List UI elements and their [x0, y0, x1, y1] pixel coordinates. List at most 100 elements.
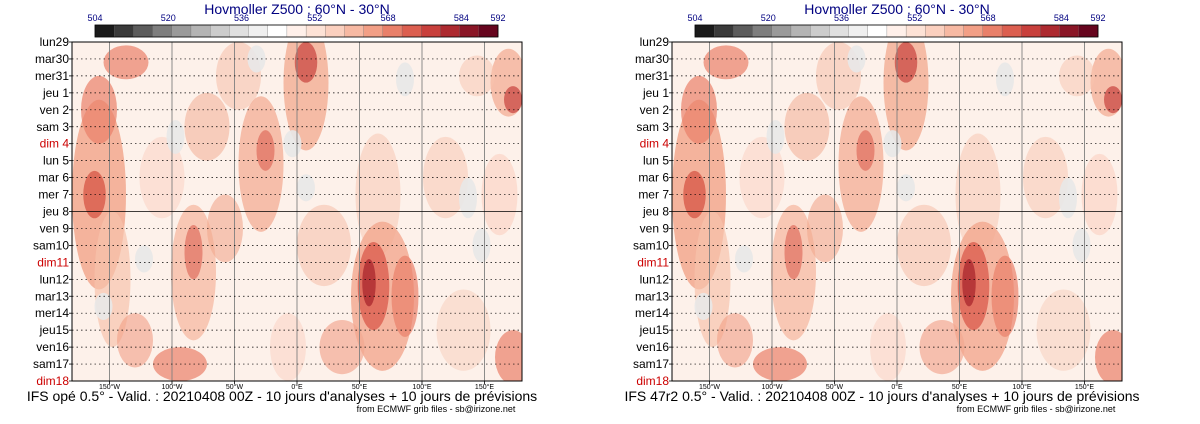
colorbar-label: 504 [687, 13, 702, 23]
y-tick-label: lun29 [640, 35, 670, 49]
colorbar-swatch [1059, 24, 1080, 38]
y-tick-label: jeu15 [39, 323, 70, 337]
colorbar-label: 552 [907, 13, 922, 23]
y-tick-label: mar30 [35, 52, 69, 66]
y-tick-label: jeu 1 [42, 86, 69, 100]
colorbar-swatch [305, 24, 326, 38]
z500-anomaly-contour [1095, 330, 1122, 381]
colorbar-swatch [114, 24, 134, 38]
chart-title: Hovmoller Z500 : 60°N - 30°N [804, 1, 990, 17]
colorbar-swatch [733, 24, 754, 38]
colorbar-swatch [944, 24, 965, 38]
plot-frame [71, 41, 523, 382]
y-tick-label: mer14 [35, 306, 69, 320]
colorbar-swatch [229, 24, 249, 38]
y-tick-label: ven 2 [40, 103, 70, 117]
colorbar-label: 520 [161, 13, 176, 23]
y-tick-label: ven 2 [640, 103, 670, 117]
chart-title: Hovmoller Z500 : 60°N - 30°N [204, 1, 390, 17]
z500-low-contour [459, 177, 477, 219]
z500-anomaly-contour [256, 130, 275, 171]
z500-low-contour [735, 245, 753, 273]
z500-anomaly-contour [784, 225, 803, 280]
colorbar-swatch [363, 24, 384, 38]
y-tick-label: mar 6 [38, 171, 69, 185]
model-caption: IFS 47r2 0.5° - Valid. : 20210408 00Z - … [624, 388, 1139, 404]
y-tick-label-weekend: dim11 [37, 255, 69, 269]
z500-anomaly-contour [703, 45, 749, 80]
colorbar-swatch [1040, 24, 1061, 38]
colorbar-label: 592 [490, 13, 505, 23]
colorbar-swatch [714, 24, 734, 38]
colorbar-swatch [209, 24, 230, 38]
z500-anomaly-contour [117, 313, 153, 368]
colorbar-swatch [848, 24, 869, 38]
colorbar-swatch [809, 24, 830, 38]
z500-anomaly-contour [362, 258, 376, 307]
colorbar-swatch [925, 24, 945, 38]
z500-anomaly-contour [294, 42, 318, 83]
colorbar-swatch [886, 24, 907, 38]
colorbar-label: 584 [454, 13, 469, 23]
y-tick-label: sam10 [33, 238, 69, 252]
colorbar-swatch [382, 24, 403, 38]
z500-low-contour [996, 62, 1014, 97]
colorbar-swatch [867, 24, 888, 38]
colorbar: 504 520 536 552 568 584 592 [687, 13, 1106, 38]
z500-anomaly-contour [883, 42, 929, 151]
z500-anomaly-contour [103, 45, 149, 80]
colorbar-swatch [267, 24, 288, 38]
y-tick-label: mer31 [35, 69, 69, 83]
colorbar-label: 568 [381, 13, 396, 23]
colorbar-swatch [248, 24, 269, 38]
hovmoller-chart-ifs-47r2: Hovmoller Z500 : 60°N - 30°N 504 520 536 552… [624, 1, 1139, 414]
y-tick-label-weekend: dim11 [637, 255, 669, 269]
colorbar-label: 592 [1090, 13, 1105, 23]
x-tick-label: 0°E [291, 383, 303, 391]
colorbar-label: 552 [307, 13, 322, 23]
y-tick-label: ven16 [636, 340, 669, 354]
colorbar-swatch [94, 24, 115, 38]
z500-anomaly-contour [962, 258, 976, 307]
y-tick-label: sam17 [633, 357, 669, 371]
x-tick-label: 50°E [352, 383, 368, 391]
x-tick-label: 50°E [952, 383, 968, 391]
z500-anomaly-contour [894, 42, 918, 83]
y-tick-label: lun 5 [43, 154, 69, 168]
colorbar-swatch [963, 24, 984, 38]
colorbar-swatch [286, 24, 307, 38]
colorbar-swatch [694, 24, 715, 38]
model-caption: IFS opé 0.5° - Valid. : 20210408 00Z - 1… [27, 388, 537, 404]
colorbar-swatch [1001, 24, 1022, 38]
colorbar-swatch [459, 24, 480, 38]
hovmoller-panel-ifs-ope: Hovmoller Z500 : 60°N - 30°N 504 520 536 552… [27, 1, 537, 414]
source-credit: from ECMWF grib files - sb@irizone.net [957, 404, 1116, 414]
y-tick-label: jeu 8 [42, 205, 69, 219]
z500-anomaly-contour [1104, 86, 1122, 114]
colorbar-label: 504 [87, 13, 102, 23]
colorbar-swatch [905, 24, 926, 38]
z500-low-contour [396, 62, 414, 97]
colorbar-label: 520 [761, 13, 776, 23]
colorbar-label: 536 [834, 13, 849, 23]
y-tick-label: ven16 [36, 340, 69, 354]
y-tick-label: sam17 [33, 357, 69, 371]
z500-anomaly-contour [717, 313, 753, 368]
y-tick-label-weekend: dim18 [36, 374, 69, 388]
x-tick-label: 150°E [1075, 383, 1094, 391]
x-tick-label: 150°E [475, 383, 494, 391]
source-credit: from ECMWF grib files - sb@irizone.net [357, 404, 516, 414]
colorbar-swatch [421, 24, 441, 38]
hovmoller-chart-ifs-ope: Hovmoller Z500 : 60°N - 30°N 504 520 536 552… [27, 1, 537, 414]
colorbar-swatch [752, 24, 773, 38]
colorbar-swatch [401, 24, 422, 38]
y-tick-label: sam 3 [636, 120, 669, 134]
z500-low-contour [135, 245, 153, 273]
z500-low-contour [766, 119, 785, 154]
colorbar-swatch [790, 24, 811, 38]
colorbar-swatch [982, 24, 1003, 38]
colorbar-swatch [478, 24, 499, 38]
x-tick-label: 150°W [99, 383, 120, 391]
y-tick-label: ven 9 [40, 221, 70, 235]
y-tick-label: ven 9 [640, 221, 670, 235]
